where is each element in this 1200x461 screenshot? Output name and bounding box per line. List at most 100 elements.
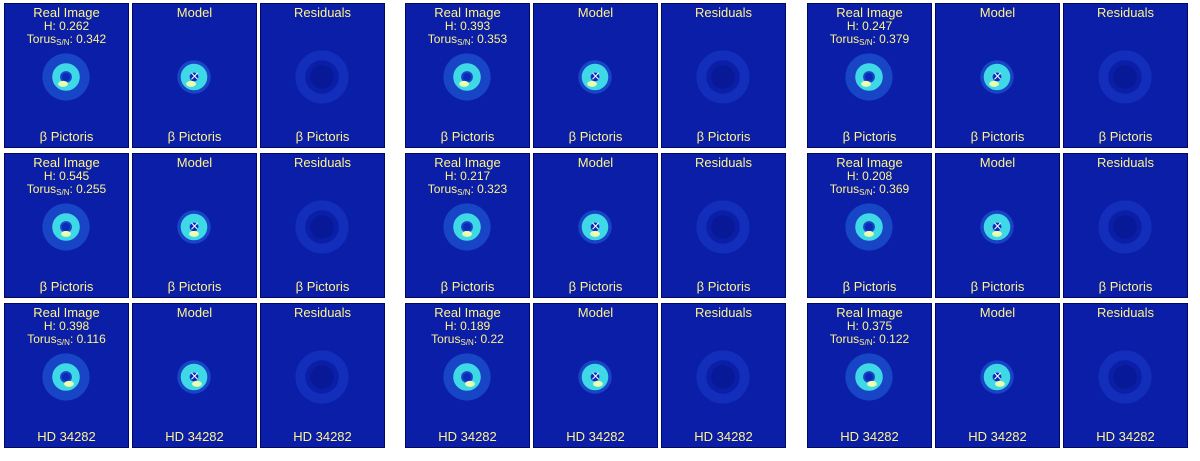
center-marker: × (590, 218, 601, 233)
model-title: Model (176, 5, 213, 20)
model-image (177, 210, 211, 244)
h-value: 0.262 (59, 19, 90, 33)
real-image (443, 203, 491, 251)
torus-label: Torus (431, 332, 461, 346)
h-label: H: (846, 169, 859, 183)
target-label: HD 34282 (1096, 429, 1155, 444)
center-marker: × (189, 68, 200, 83)
stats-block: H: 0.375 TorusS/N: 0.122 (808, 320, 931, 349)
torus-value: 0.323 (477, 182, 508, 196)
panel-group: Real Image H: 0.393 TorusS/N: 0.353 β Picto… (405, 3, 786, 448)
center-marker: × (189, 218, 200, 233)
residuals-panel: Residuals β Pictoris (260, 3, 385, 148)
panel-row: Real Image H: 0.208 TorusS/N: 0.369 β Picto… (807, 153, 1188, 298)
h-line: H: 0.247 (808, 20, 931, 33)
torus-sub: S/N (56, 38, 70, 47)
h-value: 0.393 (460, 19, 491, 33)
residuals-title: Residuals (1096, 5, 1155, 20)
real-title: Real Image (434, 5, 501, 20)
model-panel: Model × β Pictoris (935, 3, 1060, 148)
target-label: β Pictoris (440, 129, 495, 144)
real-title: Real Image (33, 5, 100, 20)
residuals-image (295, 50, 349, 104)
residuals-panel: Residuals β Pictoris (260, 153, 385, 298)
torus-sub: S/N (859, 338, 873, 347)
h-value: 0.247 (862, 19, 893, 33)
real-panel: Real Image H: 0.393 TorusS/N: 0.353 β Picto… (405, 3, 530, 148)
stats-block: H: 0.262 TorusS/N: 0.342 (5, 20, 128, 49)
h-line: H: 0.262 (5, 20, 128, 33)
h-value: 0.217 (460, 169, 491, 183)
residuals-title: Residuals (1096, 155, 1155, 170)
model-title: Model (979, 5, 1016, 20)
real-image (443, 53, 491, 101)
target-label: HD 34282 (438, 429, 497, 444)
real-title: Real Image (836, 305, 903, 320)
torus-line: TorusS/N: 0.122 (829, 332, 910, 348)
residuals-image (1098, 50, 1152, 104)
real-title: Real Image (836, 5, 903, 20)
stats-block: H: 0.247 TorusS/N: 0.379 (808, 20, 931, 49)
target-label: HD 34282 (566, 429, 625, 444)
model-image (980, 60, 1014, 94)
residuals-panel: Residuals β Pictoris (1063, 153, 1188, 298)
torus-label: Torus (26, 32, 57, 46)
stats-block: H: 0.545 TorusS/N: 0.255 (5, 170, 128, 199)
residuals-title: Residuals (694, 155, 753, 170)
h-value: 0.208 (862, 169, 893, 183)
real-title: Real Image (434, 155, 501, 170)
torus-line: TorusS/N: 0.255 (26, 182, 107, 198)
target-label: β Pictoris (970, 129, 1025, 144)
torus-sub: S/N (460, 338, 474, 347)
target-label: β Pictoris (568, 129, 623, 144)
torus-sub: S/N (859, 38, 873, 47)
target-label: β Pictoris (842, 279, 897, 294)
panel-group: Real Image H: 0.262 TorusS/N: 0.342 β Picto… (4, 3, 385, 448)
h-value: 0.398 (59, 319, 90, 333)
residuals-panel: Residuals β Pictoris (661, 153, 786, 298)
target-label: β Pictoris (440, 279, 495, 294)
model-panel: Model × HD 34282 (533, 303, 658, 448)
target-label: β Pictoris (842, 129, 897, 144)
torus-value: 0.342 (76, 32, 107, 46)
real-panel: Real Image H: 0.262 TorusS/N: 0.342 β Picto… (4, 3, 129, 148)
real-title: Real Image (434, 305, 501, 320)
target-label: β Pictoris (39, 129, 94, 144)
model-title: Model (577, 5, 614, 20)
residuals-panel: Residuals HD 34282 (661, 303, 786, 448)
real-image (845, 203, 893, 251)
target-label: β Pictoris (295, 129, 350, 144)
model-panel: Model × β Pictoris (533, 3, 658, 148)
torus-line: TorusS/N: 0.342 (26, 32, 107, 48)
residuals-title: Residuals (293, 305, 352, 320)
torus-label: Torus (829, 182, 860, 196)
h-label: H: (444, 19, 457, 33)
residuals-panel: Residuals β Pictoris (661, 3, 786, 148)
real-image (845, 353, 893, 401)
torus-label: Torus (829, 332, 860, 346)
h-value: 0.375 (862, 319, 893, 333)
h-value: 0.545 (59, 169, 90, 183)
stats-block: H: 0.217 TorusS/N: 0.323 (406, 170, 529, 199)
real-image (845, 53, 893, 101)
center-marker: × (992, 368, 1003, 383)
residuals-panel: Residuals β Pictoris (1063, 3, 1188, 148)
torus-label: Torus (26, 182, 57, 196)
torus-label: Torus (829, 32, 860, 46)
panel-row: Real Image H: 0.247 TorusS/N: 0.379 β Picto… (807, 3, 1188, 148)
model-image (980, 360, 1014, 394)
residuals-title: Residuals (293, 5, 352, 20)
real-panel: Real Image H: 0.208 TorusS/N: 0.369 β Picto… (807, 153, 932, 298)
panel-row: Real Image H: 0.545 TorusS/N: 0.255 β Picto… (4, 153, 385, 298)
center-marker: × (590, 368, 601, 383)
torus-value: 0.369 (879, 182, 910, 196)
h-label: H: (444, 169, 457, 183)
model-title: Model (979, 155, 1016, 170)
real-title: Real Image (33, 155, 100, 170)
torus-line: TorusS/N: 0.116 (27, 332, 106, 348)
model-title: Model (176, 155, 213, 170)
torus-sub: S/N (56, 338, 70, 347)
residuals-image (696, 350, 750, 404)
h-line: H: 0.208 (808, 170, 931, 183)
model-image (177, 60, 211, 94)
